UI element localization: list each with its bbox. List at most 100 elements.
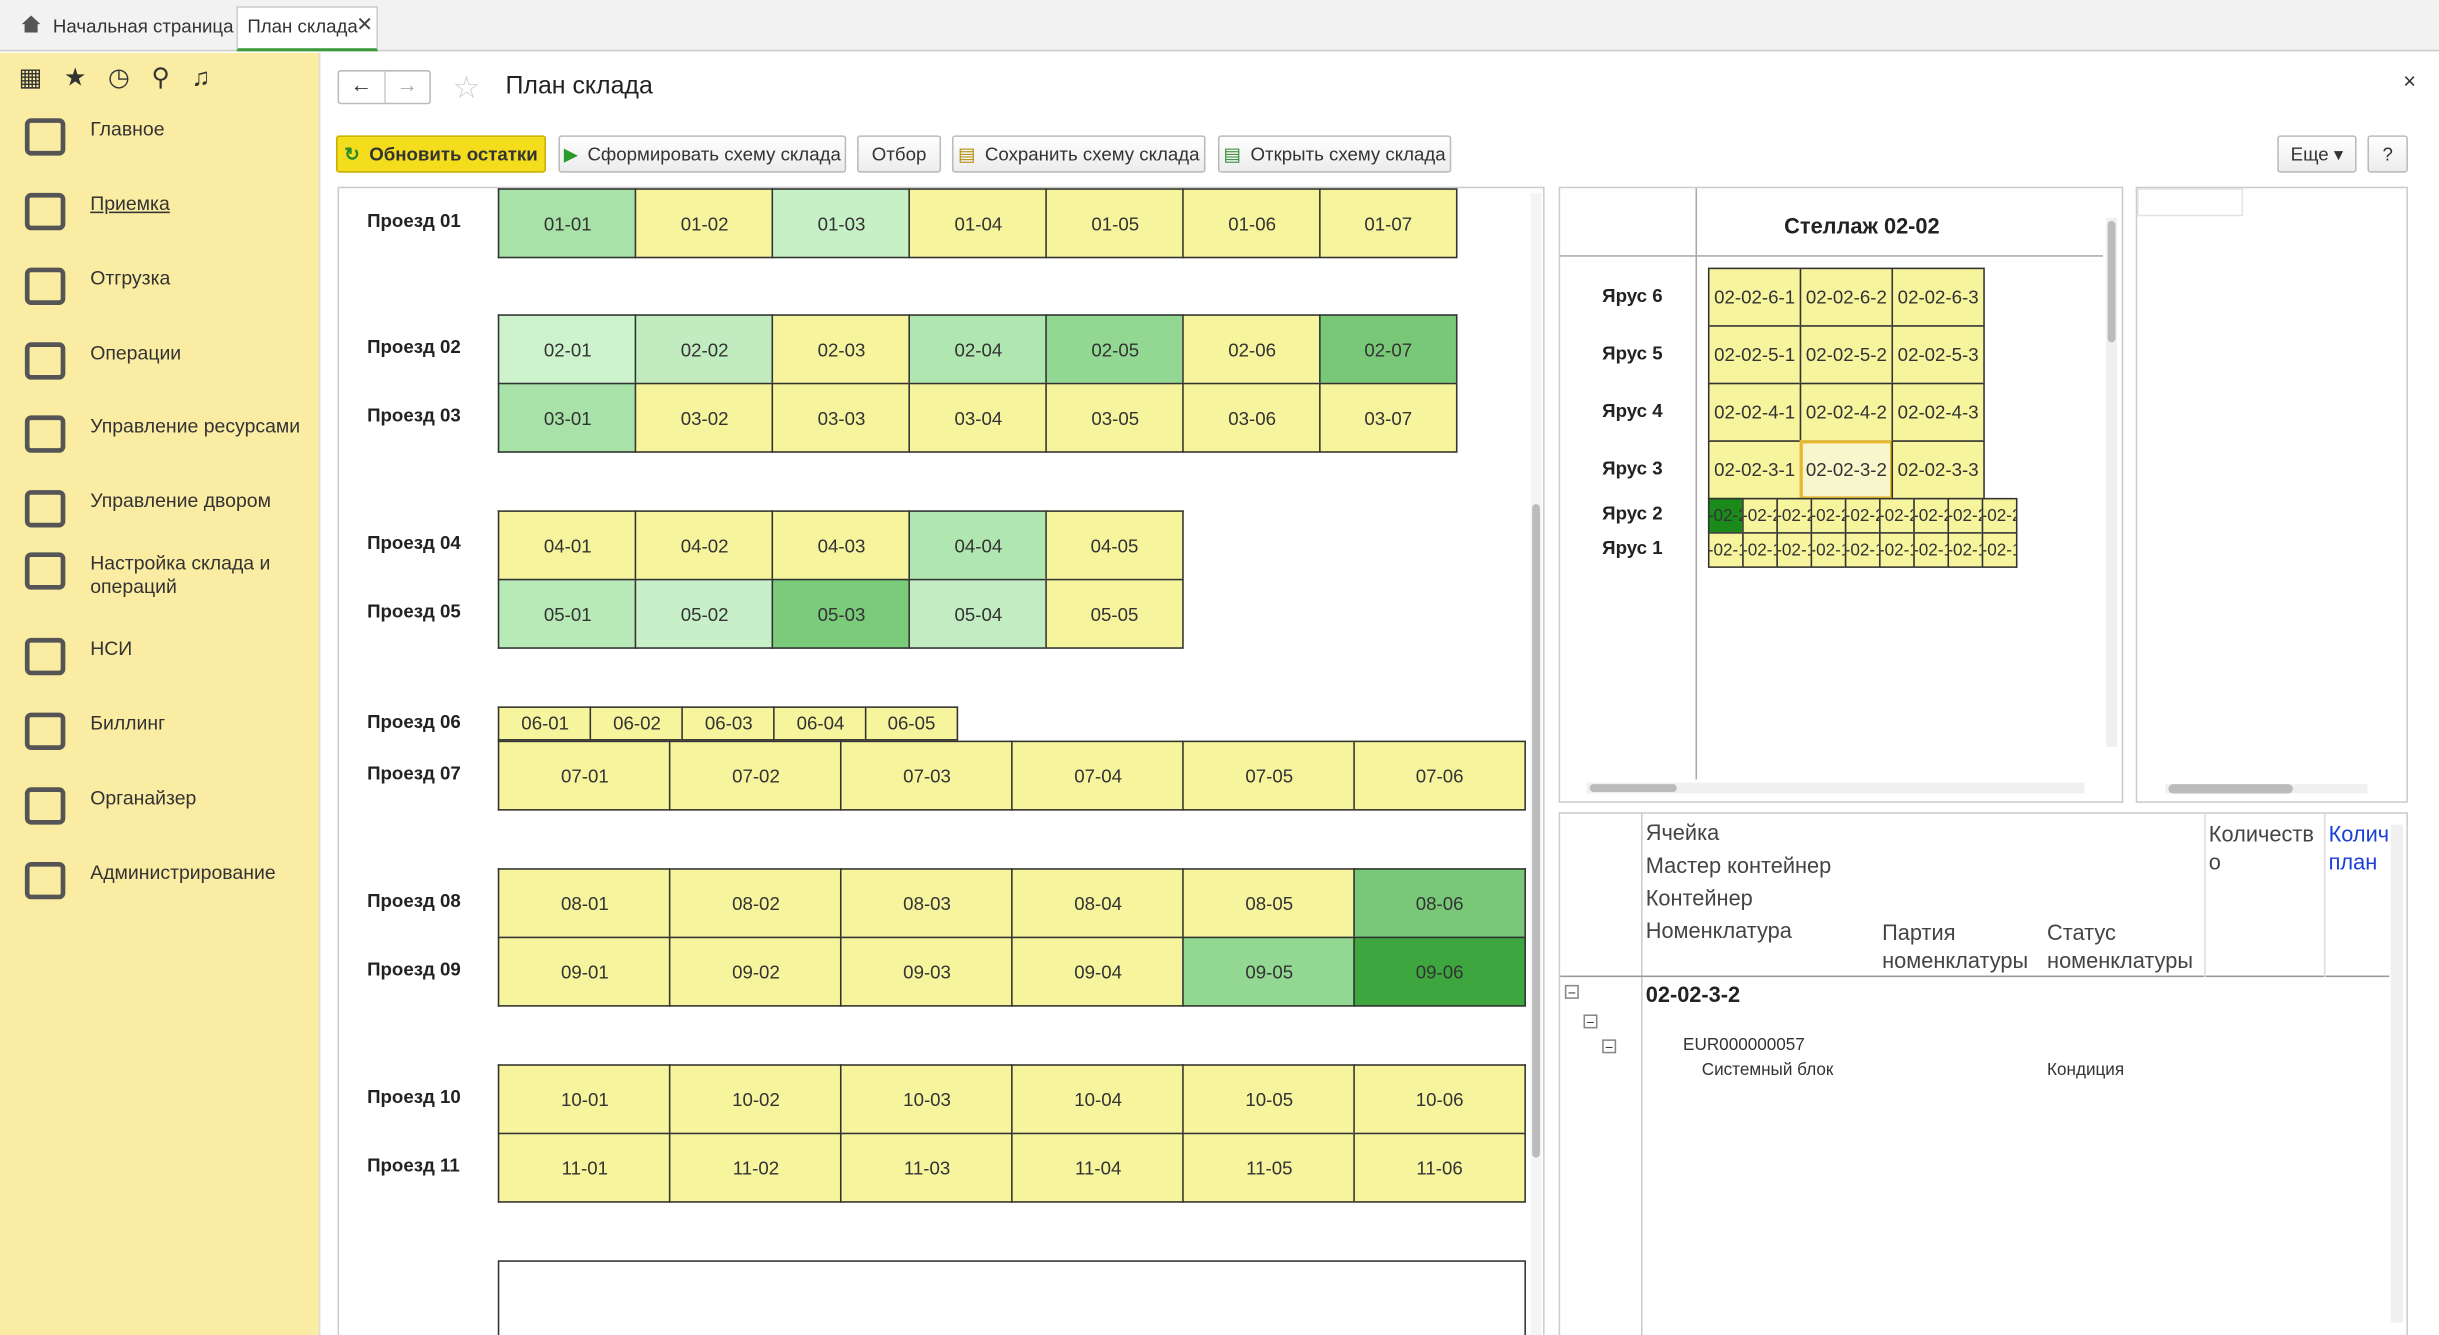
storage-cell[interactable]: 07-04 [1011,741,1184,811]
rack-cell[interactable]: 02-02-4-1 [1708,383,1801,442]
rack-cell[interactable]: 02-02-3-2 [1800,440,1893,499]
rack-cell[interactable]: 02-02-1-9 [1982,532,2018,568]
storage-cell[interactable]: 03-05 [1045,383,1183,453]
rack-cell[interactable]: 02-02-2-1 [1708,498,1744,534]
storage-cell[interactable]: 10-06 [1353,1064,1526,1134]
help-button[interactable]: ? [2367,135,2407,172]
rack-cell[interactable]: 02-02-1-5 [1845,532,1881,568]
rack-cell[interactable]: 02-02-2-7 [1913,498,1949,534]
rack-cell[interactable]: 02-02-4-2 [1800,383,1893,442]
column-header[interactable]: Статус номенклатуры [2047,918,2203,974]
storage-cell[interactable]: 03-06 [1182,383,1320,453]
nav-item[interactable]: Администрирование [90,862,308,885]
storage-cell[interactable]: 09-02 [669,937,842,1007]
storage-cell[interactable]: 03-02 [635,383,773,453]
storage-cell[interactable]: 02-06 [1182,314,1320,384]
rack-cell[interactable]: 02-02-5-3 [1891,325,1984,384]
storage-cell[interactable]: 01-06 [1182,188,1320,258]
scrollbar[interactable] [1531,193,1542,1335]
storage-cell[interactable]: 02-03 [772,314,910,384]
storage-cell[interactable]: 09-03 [840,937,1013,1007]
rack-cell[interactable]: 02-02-2-8 [1947,498,1983,534]
storage-cell[interactable]: 07-03 [840,741,1013,811]
collapse[interactable]: − [1583,1014,1597,1028]
storage-cell[interactable]: 01-07 [1319,188,1457,258]
storage-cell[interactable]: 05-01 [498,579,636,649]
storage-cell[interactable]: 08-05 [1182,868,1355,938]
storage-cell[interactable]: 02-05 [1045,314,1183,384]
rack-cell[interactable]: 02-02-4-3 [1891,383,1984,442]
storage-cell[interactable]: 10-05 [1182,1064,1355,1134]
rack-cell[interactable]: 02-02-2-2 [1742,498,1778,534]
storage-cell[interactable]: 04-01 [498,510,636,580]
favorite-star[interactable]: ☆ [453,68,481,107]
nav-item[interactable]: Операции [90,342,308,365]
storage-cell[interactable]: 01-03 [772,188,910,258]
storage-cell[interactable]: 10-02 [669,1064,842,1134]
column-header[interactable]: Номенклатура [1646,918,1792,943]
more-button[interactable]: Еще ▾ [2277,135,2356,172]
rack-cell[interactable]: 02-02-2-9 [1982,498,2018,534]
tab[interactable]: Начальная страница [53,16,234,38]
storage-cell[interactable]: 06-03 [681,706,774,740]
button[interactable]: Отбор [857,135,941,172]
column-header[interactable]: Партия номенклатуры [1882,918,2038,974]
storage-cell[interactable]: 11-01 [498,1133,671,1203]
rack-cell[interactable]: 02-02-3-1 [1708,440,1801,499]
storage-cell[interactable]: 02-02 [635,314,773,384]
storage-cell[interactable]: 01-01 [498,188,636,258]
nav-item[interactable]: Управление двором [90,490,308,513]
storage-cell[interactable]: 09-06 [1353,937,1526,1007]
storage-cell[interactable]: 10-01 [498,1064,671,1134]
storage-cell[interactable]: 11-03 [840,1133,1013,1203]
rack-cell[interactable]: 02-02-1-2 [1742,532,1778,568]
nav-item[interactable]: Отгрузка [90,268,308,291]
storage-cell[interactable]: 01-05 [1045,188,1183,258]
storage-cell[interactable]: 08-06 [1353,868,1526,938]
nav-item[interactable]: Приемка [90,193,308,216]
rack-cell[interactable]: 02-02-2-4 [1811,498,1847,534]
storage-cell[interactable]: 09-05 [1182,937,1355,1007]
rack-cell[interactable]: 02-02-1-7 [1913,532,1949,568]
tab[interactable]: План склада [247,16,357,38]
rack-cell[interactable]: 02-02-1-3 [1776,532,1812,568]
scrollbar[interactable] [2165,784,2367,793]
column-header[interactable]: Количество [2209,820,2321,876]
storage-cell[interactable]: 10-04 [1011,1064,1184,1134]
nav-item[interactable]: Настройка склада и операций [90,552,308,599]
storage-cell[interactable]: 05-05 [1045,579,1183,649]
storage-cell[interactable]: 05-02 [635,579,773,649]
button[interactable]: ▶Сформировать схему склада [558,135,846,172]
storage-cell[interactable]: 11-04 [1011,1133,1184,1203]
storage-cell[interactable]: 09-01 [498,937,671,1007]
storage-cell[interactable]: 04-04 [908,510,1046,580]
rack-cell[interactable]: 02-02-3-3 [1891,440,1984,499]
storage-cell[interactable]: 01-04 [908,188,1046,258]
storage-cell[interactable]: 07-06 [1353,741,1526,811]
nav-item[interactable]: Биллинг [90,713,308,736]
rack-cell[interactable]: 02-02-1-6 [1879,532,1915,568]
rack-cell[interactable]: 02-02-1-1 [1708,532,1744,568]
scrollbar[interactable] [2106,218,2117,747]
refresh-button[interactable]: ↻Обновить остатки [336,135,546,172]
button[interactable]: ▤Сохранить схему склада [952,135,1206,172]
storage-cell[interactable]: 03-03 [772,383,910,453]
column-header[interactable]: Контейнер [1646,885,1753,910]
storage-cell[interactable]: 05-04 [908,579,1046,649]
storage-cell[interactable]: 11-05 [1182,1133,1355,1203]
rack-cell[interactable]: 02-02-6-2 [1800,268,1893,327]
storage-cell[interactable]: 08-03 [840,868,1013,938]
button[interactable]: ▤Открыть схему склада [1218,135,1451,172]
rack-cell[interactable]: 02-02-5-1 [1708,325,1801,384]
storage-cell[interactable]: 08-04 [1011,868,1184,938]
storage-cell[interactable]: 03-01 [498,383,636,453]
storage-cell[interactable]: 07-02 [669,741,842,811]
storage-cell[interactable]: 07-01 [498,741,671,811]
storage-cell[interactable]: 06-01 [498,706,591,740]
nav-item[interactable]: Органайзер [90,787,308,810]
scrollbar[interactable] [1587,783,2085,794]
storage-cell[interactable]: 06-05 [865,706,958,740]
storage-cell[interactable]: 06-04 [773,706,866,740]
storage-cell[interactable]: 04-03 [772,510,910,580]
storage-cell[interactable]: 11-02 [669,1133,842,1203]
